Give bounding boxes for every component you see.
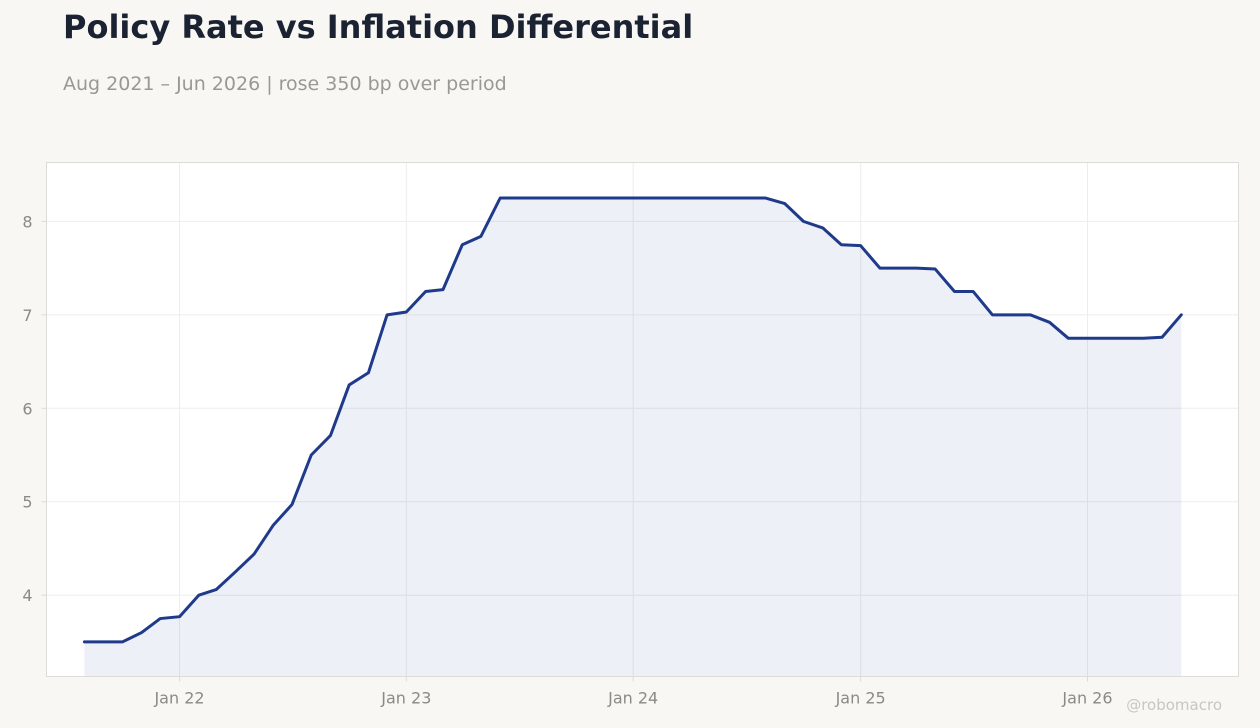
data-point <box>197 594 200 597</box>
data-point <box>215 588 218 591</box>
y-tick-label: 7 <box>22 306 32 325</box>
x-tick-label: Jan 25 <box>835 689 886 708</box>
data-point <box>253 553 256 556</box>
data-point <box>290 503 293 506</box>
data-point <box>1029 313 1032 316</box>
data-point <box>386 313 389 316</box>
data-point <box>575 197 578 200</box>
data-point <box>632 197 635 200</box>
data-point <box>517 197 520 200</box>
plot-border <box>46 162 1239 677</box>
data-point <box>1086 337 1089 340</box>
data-point <box>859 244 862 247</box>
data-point <box>537 197 540 200</box>
data-point <box>556 197 559 200</box>
y-tick-label: 8 <box>22 212 32 231</box>
y-tick-label: 6 <box>22 399 32 418</box>
series-line <box>82 196 1183 644</box>
y-axis-ticks: 4 5 6 7 8 <box>22 212 47 605</box>
data-point <box>1048 321 1051 324</box>
data-point <box>896 267 899 270</box>
y-tick-label: 4 <box>22 586 32 605</box>
series-area <box>84 198 1182 677</box>
x-tick-label: Jan 22 <box>153 689 204 708</box>
y-tick-label: 5 <box>22 493 32 512</box>
data-point <box>234 570 237 573</box>
data-point <box>594 197 597 200</box>
data-point <box>972 290 975 293</box>
data-point <box>688 197 691 200</box>
data-point <box>840 243 843 246</box>
x-tick-label: Jan 26 <box>1061 689 1112 708</box>
watermark: @robomacro <box>1126 696 1222 714</box>
data-point <box>310 454 313 457</box>
chart-subtitle: Aug 2021 – Jun 2026 | rose 350 bp over p… <box>63 73 507 95</box>
data-point <box>802 220 805 223</box>
data-point <box>121 640 124 643</box>
data-point <box>348 383 351 386</box>
grid-lines <box>46 162 1239 677</box>
data-point <box>461 243 464 246</box>
data-point <box>707 197 710 200</box>
x-tick-label: Jan 23 <box>380 689 431 708</box>
plot-background <box>46 162 1239 677</box>
data-point <box>953 290 956 293</box>
data-point <box>102 640 105 643</box>
data-point <box>329 434 332 437</box>
data-point <box>367 371 370 374</box>
data-point <box>764 197 767 200</box>
x-axis-ticks: Jan 22 Jan 23 Jan 24 Jan 25 Jan 26 <box>153 676 1113 708</box>
chart-title: Policy Rate vs Inflation Differential <box>63 8 694 46</box>
data-point <box>1067 337 1070 340</box>
data-point <box>934 268 937 271</box>
data-point <box>424 290 427 293</box>
data-point <box>612 197 615 200</box>
data-point <box>159 617 162 620</box>
data-point <box>726 197 729 200</box>
data-point <box>405 311 408 314</box>
data-point <box>878 267 881 270</box>
data-point <box>178 615 181 618</box>
data-point <box>1161 336 1164 339</box>
x-tick-label: Jan 24 <box>607 689 658 708</box>
data-point <box>499 197 502 200</box>
data-point <box>1123 337 1126 340</box>
data-point <box>915 267 918 270</box>
data-point <box>783 202 786 205</box>
data-point <box>140 631 143 634</box>
data-point <box>442 288 445 291</box>
data-point <box>1142 337 1145 340</box>
data-point <box>1010 313 1013 316</box>
data-point <box>669 197 672 200</box>
data-point <box>272 524 275 527</box>
data-point <box>745 197 748 200</box>
data-point <box>479 235 482 238</box>
data-point <box>1180 313 1183 316</box>
data-point <box>991 313 994 316</box>
data-point <box>1105 337 1108 340</box>
data-point <box>83 640 86 643</box>
data-point <box>651 197 654 200</box>
data-point <box>821 226 824 229</box>
